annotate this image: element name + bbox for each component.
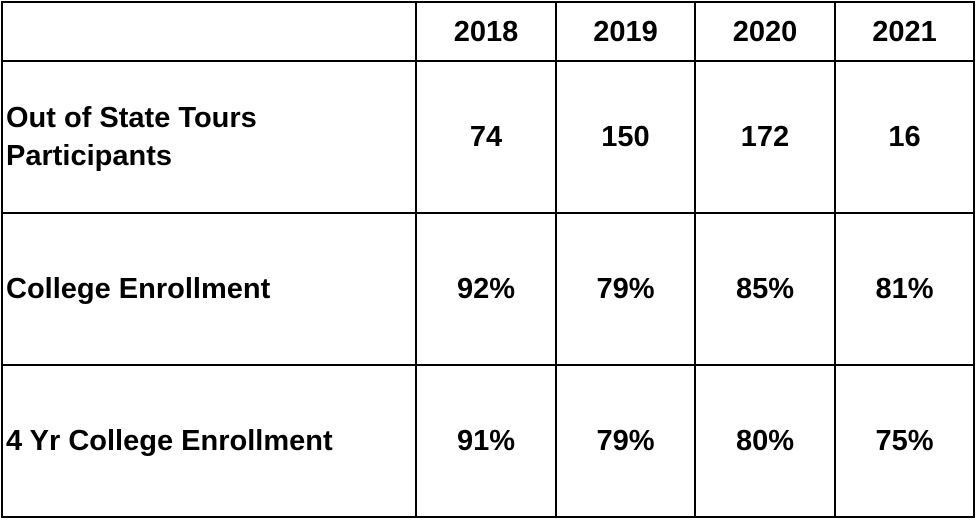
row-label: Out of State Tours Participants — [3, 62, 417, 214]
header-cell: 2018 — [417, 3, 557, 62]
header-cell: 2020 — [696, 3, 836, 62]
value-cell: 81% — [836, 214, 975, 366]
value-cell: 85% — [696, 214, 836, 366]
corner-cell — [3, 3, 417, 62]
value-cell: 16 — [836, 62, 975, 214]
header-cell: 2019 — [557, 3, 696, 62]
value-cell: 79% — [557, 214, 696, 366]
value-cell: 79% — [557, 366, 696, 518]
value-cell: 74 — [417, 62, 557, 214]
value-cell: 150 — [557, 62, 696, 214]
value-cell: 91% — [417, 366, 557, 518]
value-cell: 92% — [417, 214, 557, 366]
value-cell: 75% — [836, 366, 975, 518]
row-label: College Enrollment — [3, 214, 417, 366]
row-label: 4 Yr College Enrollment — [3, 366, 417, 518]
value-cell: 172 — [696, 62, 836, 214]
header-cell: 2021 — [836, 3, 975, 62]
value-cell: 80% — [696, 366, 836, 518]
